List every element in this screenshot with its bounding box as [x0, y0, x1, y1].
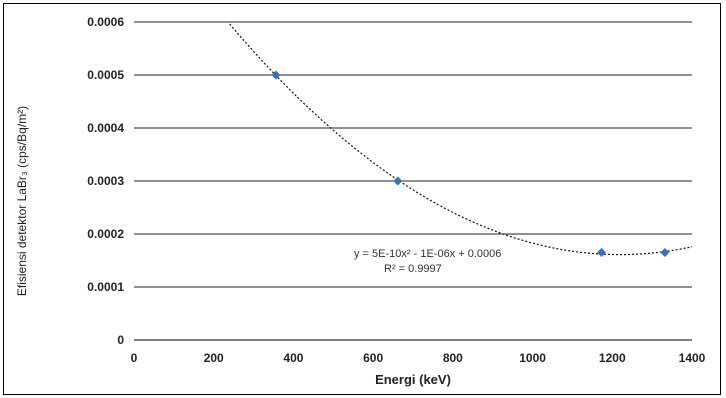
y-tick-label: 0.0001: [87, 280, 124, 294]
x-tick-label: 1200: [599, 351, 626, 365]
data-points: [271, 70, 670, 258]
data-point: [660, 248, 670, 258]
y-tick-label: 0.0005: [87, 68, 124, 82]
y-tick-label: 0.0002: [87, 227, 124, 241]
data-point: [597, 248, 607, 258]
x-tick-label: 400: [283, 351, 303, 365]
scatter-chart: 0 0.0001 0.0002 0.0003 0.0004 0.0005 0.0006 0 2…: [15, 15, 706, 387]
y-tick-label: 0.0003: [87, 174, 124, 188]
x-tick-label: 1400: [679, 351, 706, 365]
data-point: [271, 70, 281, 80]
x-tick-labels: 0 200 400 600 800 1000 1200 1400: [131, 351, 706, 365]
gridlines: [134, 21, 692, 288]
y-tick-labels: 0 0.0001 0.0002 0.0003 0.0004 0.0005 0.0006: [87, 15, 124, 347]
x-tick-label: 0: [131, 351, 138, 365]
x-tick-label: 200: [204, 351, 224, 365]
data-point: [393, 176, 403, 186]
trendline-r2: R² = 0.9997: [384, 263, 442, 275]
y-tick-label: 0.0006: [87, 15, 124, 29]
x-axis-title: Energi (keV): [375, 372, 451, 387]
y-tick-label: 0: [117, 333, 124, 347]
trendline-equation: y = 5E-10x² - 1E-06x + 0.0006: [354, 248, 501, 260]
x-tick-label: 600: [363, 351, 383, 365]
x-tick-label: 800: [443, 351, 463, 365]
y-axis-title: Efisiensi detektor LaBr₃ (cps/Bq/m²): [15, 106, 29, 296]
trendline: [229, 23, 693, 256]
chart-frame: 0 0.0001 0.0002 0.0003 0.0004 0.0005 0.0006 0 2…: [3, 3, 721, 395]
y-tick-label: 0.0004: [87, 121, 124, 135]
x-tick-label: 1000: [519, 351, 546, 365]
